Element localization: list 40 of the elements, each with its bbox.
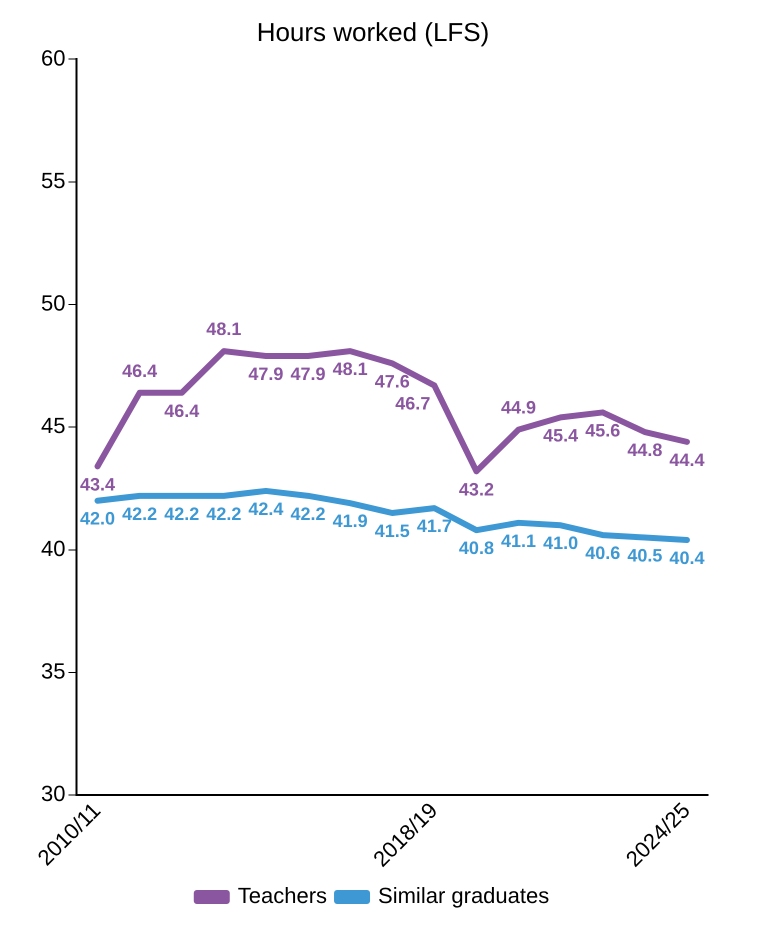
- data-label: 40.5: [627, 546, 662, 566]
- data-label: 47.6: [374, 371, 410, 392]
- data-label: 47.9: [290, 364, 326, 384]
- data-label: 40.6: [585, 543, 620, 564]
- data-label: 45.6: [585, 420, 620, 440]
- y-tick-label: 50: [40, 290, 66, 316]
- chart-title: Hours worked (LFS): [256, 16, 490, 47]
- data-label: 46.7: [395, 393, 430, 414]
- data-label: 42.2: [290, 504, 326, 524]
- y-tick-label: 55: [40, 168, 66, 193]
- data-label: 42.4: [248, 498, 284, 519]
- data-label: 41.1: [501, 530, 536, 551]
- data-label: 46.4: [164, 400, 200, 421]
- data-label: 43.2: [458, 479, 494, 500]
- data-label: 42.2: [206, 504, 242, 524]
- y-tick-label: 35: [40, 658, 66, 684]
- data-label: 48.1: [206, 319, 242, 340]
- y-tick-label: 30: [40, 781, 66, 806]
- data-label: 43.4: [80, 474, 116, 494]
- data-label: 40.4: [669, 548, 704, 568]
- y-tick-label: 60: [40, 45, 66, 70]
- data-label: 42.0: [80, 508, 116, 529]
- data-label: 46.4: [122, 360, 158, 381]
- data-label: 44.4: [669, 450, 704, 470]
- legend-label: Similar graduates: [378, 883, 550, 908]
- data-label: 41.7: [416, 516, 452, 536]
- data-label: 45.4: [543, 425, 578, 446]
- data-label: 41.5: [374, 520, 410, 541]
- data-label: 48.1: [332, 359, 368, 380]
- data-label: 47.9: [248, 364, 284, 384]
- data-label: 44.9: [501, 398, 536, 418]
- data-label: 40.8: [458, 538, 494, 558]
- data-label: 44.8: [627, 440, 662, 460]
- legend-label: Teachers: [238, 883, 328, 908]
- data-label: 42.2: [122, 504, 158, 524]
- data-label: 41.0: [543, 533, 578, 554]
- data-label: 42.2: [164, 504, 200, 524]
- y-tick-label: 45: [40, 413, 66, 438]
- data-label: 41.9: [332, 511, 368, 532]
- y-tick-label: 40: [40, 536, 66, 561]
